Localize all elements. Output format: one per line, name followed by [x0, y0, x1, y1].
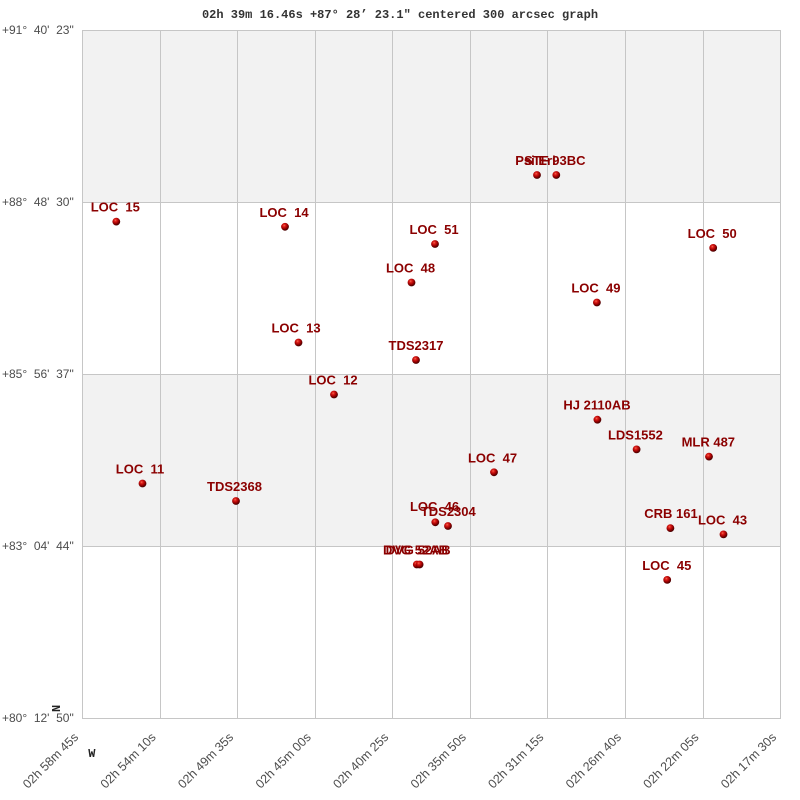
svg-text:STF 93BC: STF 93BC [524, 153, 586, 168]
svg-text:LOC 12: LOC 12 [308, 373, 357, 388]
svg-text:+80° 12' 50": +80° 12' 50" [2, 711, 74, 725]
svg-text:LOC 46: LOC 46 [410, 499, 459, 514]
svg-text:LOC 50: LOC 50 [688, 226, 737, 241]
svg-text:LOC 47: LOC 47 [468, 450, 517, 465]
svg-text:TDS2317: TDS2317 [389, 338, 444, 353]
svg-text:LOC 48: LOC 48 [386, 261, 435, 276]
svg-text:DVG 52AB: DVG 52AB [383, 543, 448, 558]
svg-text:TDS2368: TDS2368 [207, 479, 262, 494]
svg-text:LOC 43: LOC 43 [698, 512, 747, 527]
svg-text:W: W [88, 747, 96, 761]
svg-text:N: N [48, 705, 62, 712]
svg-text:LOC 51: LOC 51 [409, 222, 458, 237]
svg-text:+91° 40' 23": +91° 40' 23" [2, 23, 74, 37]
svg-text:+88° 48' 30": +88° 48' 30" [2, 195, 74, 209]
svg-text:LOC 13: LOC 13 [271, 321, 320, 336]
svg-text:LOC 11: LOC 11 [116, 462, 164, 477]
svg-text:+83° 04' 44": +83° 04' 44" [2, 539, 74, 553]
svg-text:TDS2304: TDS2304 [421, 504, 477, 519]
svg-text:LOC 15: LOC 15 [91, 200, 140, 215]
svg-text:LOC 49: LOC 49 [571, 281, 620, 296]
svg-text:02h 39m 16.46s +87° 28’ 23.1": 02h 39m 16.46s +87° 28’ 23.1" centered 3… [202, 8, 598, 22]
svg-text:MLR 487: MLR 487 [682, 435, 735, 450]
svg-text:LOC 45: LOC 45 [642, 558, 691, 573]
svg-text:+85° 56' 37": +85° 56' 37" [2, 367, 74, 381]
svg-text:LOC 14: LOC 14 [259, 205, 309, 220]
svg-text:Psi Eri: Psi Eri [515, 153, 555, 168]
svg-text:CRB 161: CRB 161 [644, 506, 697, 521]
svg-text:LDS1552: LDS1552 [608, 427, 663, 442]
svg-text:DVG 52AB: DVG 52AB [386, 543, 451, 558]
svg-text:HJ 2110AB: HJ 2110AB [563, 398, 630, 413]
